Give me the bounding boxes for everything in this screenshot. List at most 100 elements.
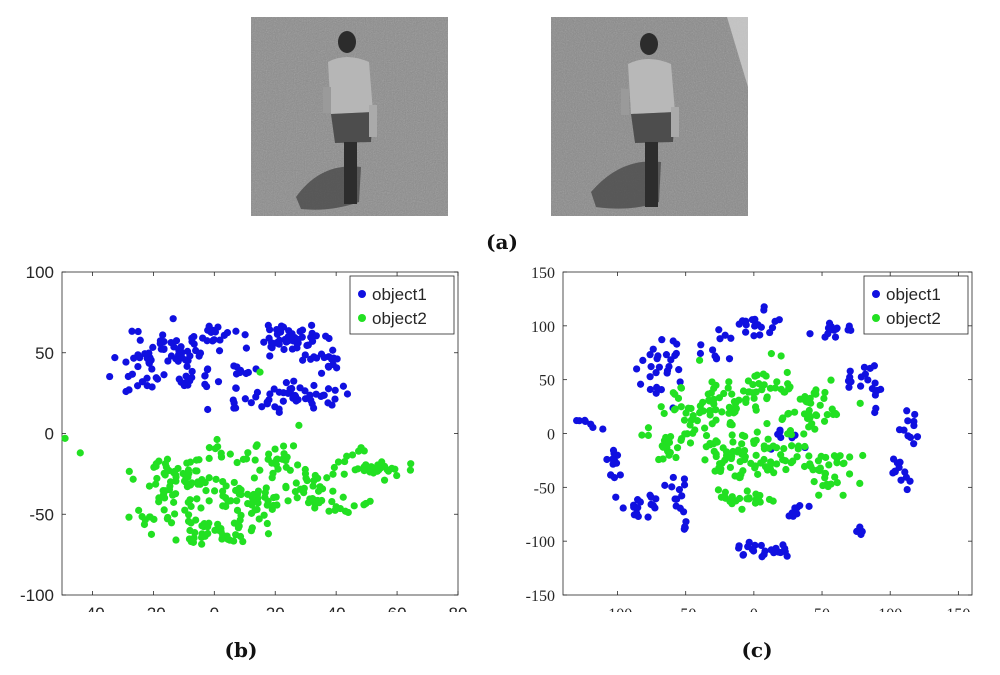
data-point-object2 [766, 384, 775, 392]
data-point-object1 [715, 326, 723, 334]
data-point-object2 [292, 479, 300, 487]
data-point-object2 [740, 446, 749, 455]
data-point-object2 [244, 449, 252, 457]
data-point-object2 [810, 477, 818, 486]
caption-c: (c) [741, 638, 773, 662]
data-point-object1 [343, 390, 352, 398]
x-tick-label: -100 [603, 606, 632, 612]
data-point-object2 [262, 484, 270, 492]
x-tick-label: 20 [266, 604, 285, 612]
data-point-object1 [767, 546, 775, 554]
data-point-object2 [767, 350, 775, 358]
data-point-object2 [205, 474, 213, 482]
data-point-object2 [170, 469, 178, 477]
data-point-object1 [328, 355, 336, 363]
data-point-object1 [760, 306, 768, 314]
data-point-object2 [330, 463, 338, 472]
series-object1 [106, 315, 352, 416]
data-point-object2 [722, 451, 731, 460]
data-point-object1 [331, 395, 339, 403]
data-point-object2 [328, 497, 336, 506]
data-point-object2 [340, 470, 348, 478]
data-point-object2 [680, 416, 689, 424]
data-point-object2 [378, 458, 386, 466]
cyclist-photo-left [251, 17, 448, 216]
legend-label-object2: object2 [886, 309, 941, 328]
data-point-object2 [234, 524, 243, 532]
data-point-object2 [845, 470, 854, 478]
data-point-object1 [275, 408, 283, 416]
data-point-object1 [149, 343, 157, 351]
data-point-object1 [587, 420, 595, 428]
data-point-object2 [695, 356, 704, 364]
data-point-object2 [721, 488, 729, 496]
data-point-object1 [696, 349, 705, 358]
data-point-object1 [727, 334, 735, 342]
data-point-object2 [728, 390, 736, 398]
data-point-object1 [680, 481, 689, 489]
data-point-object2 [725, 403, 734, 411]
y-tick-label: 0 [45, 425, 54, 444]
data-point-object1 [857, 530, 865, 539]
data-point-object2 [219, 502, 227, 510]
data-point-object2 [736, 494, 744, 503]
data-point-object1 [676, 504, 684, 512]
data-point-object2 [188, 535, 196, 544]
data-point-object1 [136, 336, 144, 344]
data-point-object2 [777, 352, 785, 360]
data-point-object1 [581, 416, 589, 424]
data-point-object1 [241, 331, 249, 339]
data-point-object1 [290, 377, 298, 385]
data-point-object2 [833, 454, 841, 463]
data-point-object1 [824, 324, 833, 332]
data-point-object2 [709, 399, 717, 407]
data-point-object1 [766, 328, 774, 337]
data-point-object2 [230, 478, 238, 487]
data-point-object2 [766, 461, 774, 469]
legend-marker-object2 [358, 314, 366, 322]
data-point-object2 [161, 471, 169, 479]
data-point-object1 [232, 327, 240, 335]
data-point-object1 [320, 353, 328, 362]
data-point-object1 [188, 367, 196, 376]
legend-marker-object1 [872, 290, 880, 298]
data-point-object2 [239, 537, 247, 546]
data-point-object2 [224, 535, 232, 543]
data-point-object2 [779, 414, 787, 422]
data-point-object2 [701, 456, 709, 464]
data-point-object2 [343, 452, 351, 460]
data-point-object2 [360, 501, 368, 509]
data-point-object2 [230, 537, 238, 545]
data-point-object1 [333, 355, 341, 363]
data-point-object1 [675, 486, 684, 494]
data-point-object1 [742, 328, 750, 336]
data-point-object1 [896, 458, 904, 466]
data-point-object1 [609, 460, 617, 468]
data-point-object1 [754, 321, 762, 329]
data-point-object2 [357, 444, 365, 452]
data-point-object1 [910, 417, 918, 426]
data-point-object2 [284, 497, 292, 505]
data-point-object1 [186, 352, 194, 360]
y-tick-label: 50 [539, 373, 555, 390]
caption-b: (b) [224, 638, 258, 662]
data-point-object2 [350, 502, 358, 510]
data-point-object2 [145, 513, 154, 521]
data-point-object1 [266, 390, 274, 398]
data-point-object2 [205, 497, 213, 505]
data-point-object1 [306, 391, 314, 399]
data-point-object2 [224, 497, 232, 505]
data-point-object2 [217, 453, 226, 461]
data-point-object2 [805, 452, 813, 460]
data-point-object2 [135, 506, 143, 514]
data-point-object2 [777, 451, 785, 459]
data-point-object1 [130, 354, 138, 362]
data-point-object2 [232, 531, 240, 539]
data-point-object2 [293, 494, 301, 502]
data-point-object2 [749, 389, 757, 397]
data-point-object1 [612, 493, 620, 501]
data-point-object2 [726, 463, 734, 472]
scatter-plot-c: -100 -50 0 50 100 150 -150 -100 -50 0 50 100 150 obje… [526, 265, 973, 612]
data-point-object2 [693, 417, 701, 425]
legend-marker-object1 [358, 290, 366, 298]
